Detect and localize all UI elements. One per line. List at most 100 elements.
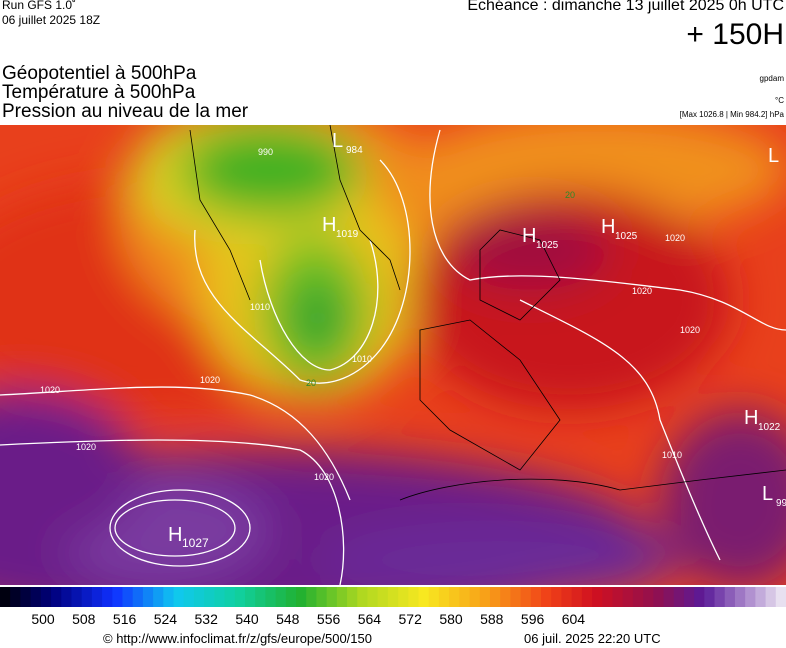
colorbar-cell: [704, 587, 716, 607]
colorbar-cell: [285, 587, 297, 607]
colorbar-cell: [224, 587, 236, 607]
colorbar-cell: [51, 587, 62, 607]
colorbar-cell: [183, 587, 195, 607]
colorbar-cell: [347, 587, 358, 607]
colorbar-cell: [724, 587, 736, 607]
isobar-label: 1010: [352, 354, 372, 364]
colorbar-label: 580: [439, 611, 463, 627]
colorbar-cell: [571, 587, 583, 607]
colorbar-cell: [694, 587, 705, 607]
colorbar-cell: [438, 587, 450, 607]
colorbar-cell: [714, 587, 726, 607]
colorbar-cell: [71, 587, 83, 607]
isobar-label: 1020: [680, 325, 700, 335]
colorbar-cell: [612, 587, 624, 607]
colorbar-cell: [602, 587, 613, 607]
colorbar-cell: [663, 587, 675, 607]
pressure-symbol: L: [762, 483, 773, 505]
colorbar-cell: [551, 587, 562, 607]
title: Pression au niveau de la mer: [2, 101, 249, 122]
colorbar-cell: [632, 587, 644, 607]
colorbar-cell: [244, 587, 256, 607]
colorbar-cell: [398, 587, 409, 607]
colorbar-cell: [265, 587, 277, 607]
colorbar-cell: [61, 587, 72, 607]
colorbar-cell: [469, 587, 481, 607]
timestamp: 06 juil. 2025 22:20 UTC: [524, 631, 661, 646]
isobar-label: 1020: [665, 233, 685, 243]
colorbar-cell: [255, 587, 266, 607]
colorbar-cell: [142, 587, 154, 607]
colorbar-label: 548: [276, 611, 300, 627]
pressure-symbol: H: [168, 524, 182, 546]
colorbar-cell: [581, 587, 593, 607]
colorbar-cell: [214, 587, 226, 607]
colorbar-cell: [510, 587, 522, 607]
isobar-label: 1010: [250, 302, 270, 312]
isobar-label: 1020: [632, 286, 652, 296]
pressure-symbol: H: [744, 407, 758, 429]
colorbar-cell: [153, 587, 164, 607]
colorbar-cell: [234, 587, 246, 607]
pressure-value: 99: [776, 498, 786, 509]
colorbar-cell: [132, 587, 144, 607]
colorbar-cell: [306, 587, 317, 607]
colorbar-cell: [459, 587, 471, 607]
colorbar-cell: [765, 587, 777, 607]
pressure-symbol: H: [601, 216, 615, 238]
colorbar-label: 596: [521, 611, 545, 627]
colorbar-label: 516: [113, 611, 137, 627]
colorbar-label: 500: [31, 611, 55, 627]
colorbar-cell: [357, 587, 368, 607]
colorbar-cell: [91, 587, 103, 607]
colorbar: 500 508 516 524 532 540 548 556 564 572 580 588 596 6…: [0, 587, 786, 627]
lead-time: + 150H: [686, 18, 784, 51]
colorbar-cell: [673, 587, 685, 607]
colorbar-cell: [500, 587, 511, 607]
title: Température à 500hPa: [2, 82, 196, 103]
pressure-value: 1027: [182, 536, 209, 550]
unit: [Max 1026.8 | Min 984.2] hPa: [679, 110, 784, 119]
colorbar-label: 604: [562, 611, 586, 627]
unit: gpdam: [759, 74, 784, 83]
colorbar-cell: [102, 587, 113, 607]
colorbar-cell: [408, 587, 420, 607]
isobar-label: 1020: [314, 472, 334, 482]
colorbar-cell: [326, 587, 338, 607]
colorbar-cell: [20, 587, 32, 607]
run-date: 06 juillet 2025 18Z: [2, 13, 101, 27]
colorbar-label: 564: [358, 611, 382, 627]
colorbar-cell: [163, 587, 175, 607]
isobar-label: 1020: [200, 375, 220, 385]
colorbar-cell: [387, 587, 399, 607]
pressure-value: 1025: [615, 231, 638, 242]
colorbar-cell: [683, 587, 695, 607]
isobar-label: 20: [306, 378, 316, 388]
isobar-label: 1020: [76, 442, 96, 452]
colorbar-cell: [0, 587, 11, 607]
colorbar-cell: [30, 587, 42, 607]
colorbar-cell: [755, 587, 767, 607]
field: [0, 125, 786, 585]
colorbar-cell: [367, 587, 379, 607]
colorbar-cell: [561, 587, 573, 607]
pressure-symbol: L: [768, 145, 779, 167]
colorbar-cell: [592, 587, 603, 607]
colorbar-label: 508: [72, 611, 96, 627]
colorbar-label: 524: [154, 611, 178, 627]
colorbar-cell: [541, 587, 552, 607]
colorbar-cell: [622, 587, 634, 607]
unit: °C: [775, 96, 784, 105]
pressure-value: 1025: [536, 240, 559, 251]
colorbar-cell: [377, 587, 389, 607]
pressure-value: 1019: [336, 229, 359, 240]
colorbar-label: 540: [235, 611, 259, 627]
colorbar-cell: [653, 587, 665, 607]
colorbar-cell: [173, 587, 185, 607]
valid-time: Echéance : dimanche 13 juillet 2025 0h U…: [467, 0, 784, 14]
isobar-label: 1020: [40, 385, 60, 395]
colorbar-label: 588: [480, 611, 504, 627]
colorbar-cell: [489, 587, 501, 607]
